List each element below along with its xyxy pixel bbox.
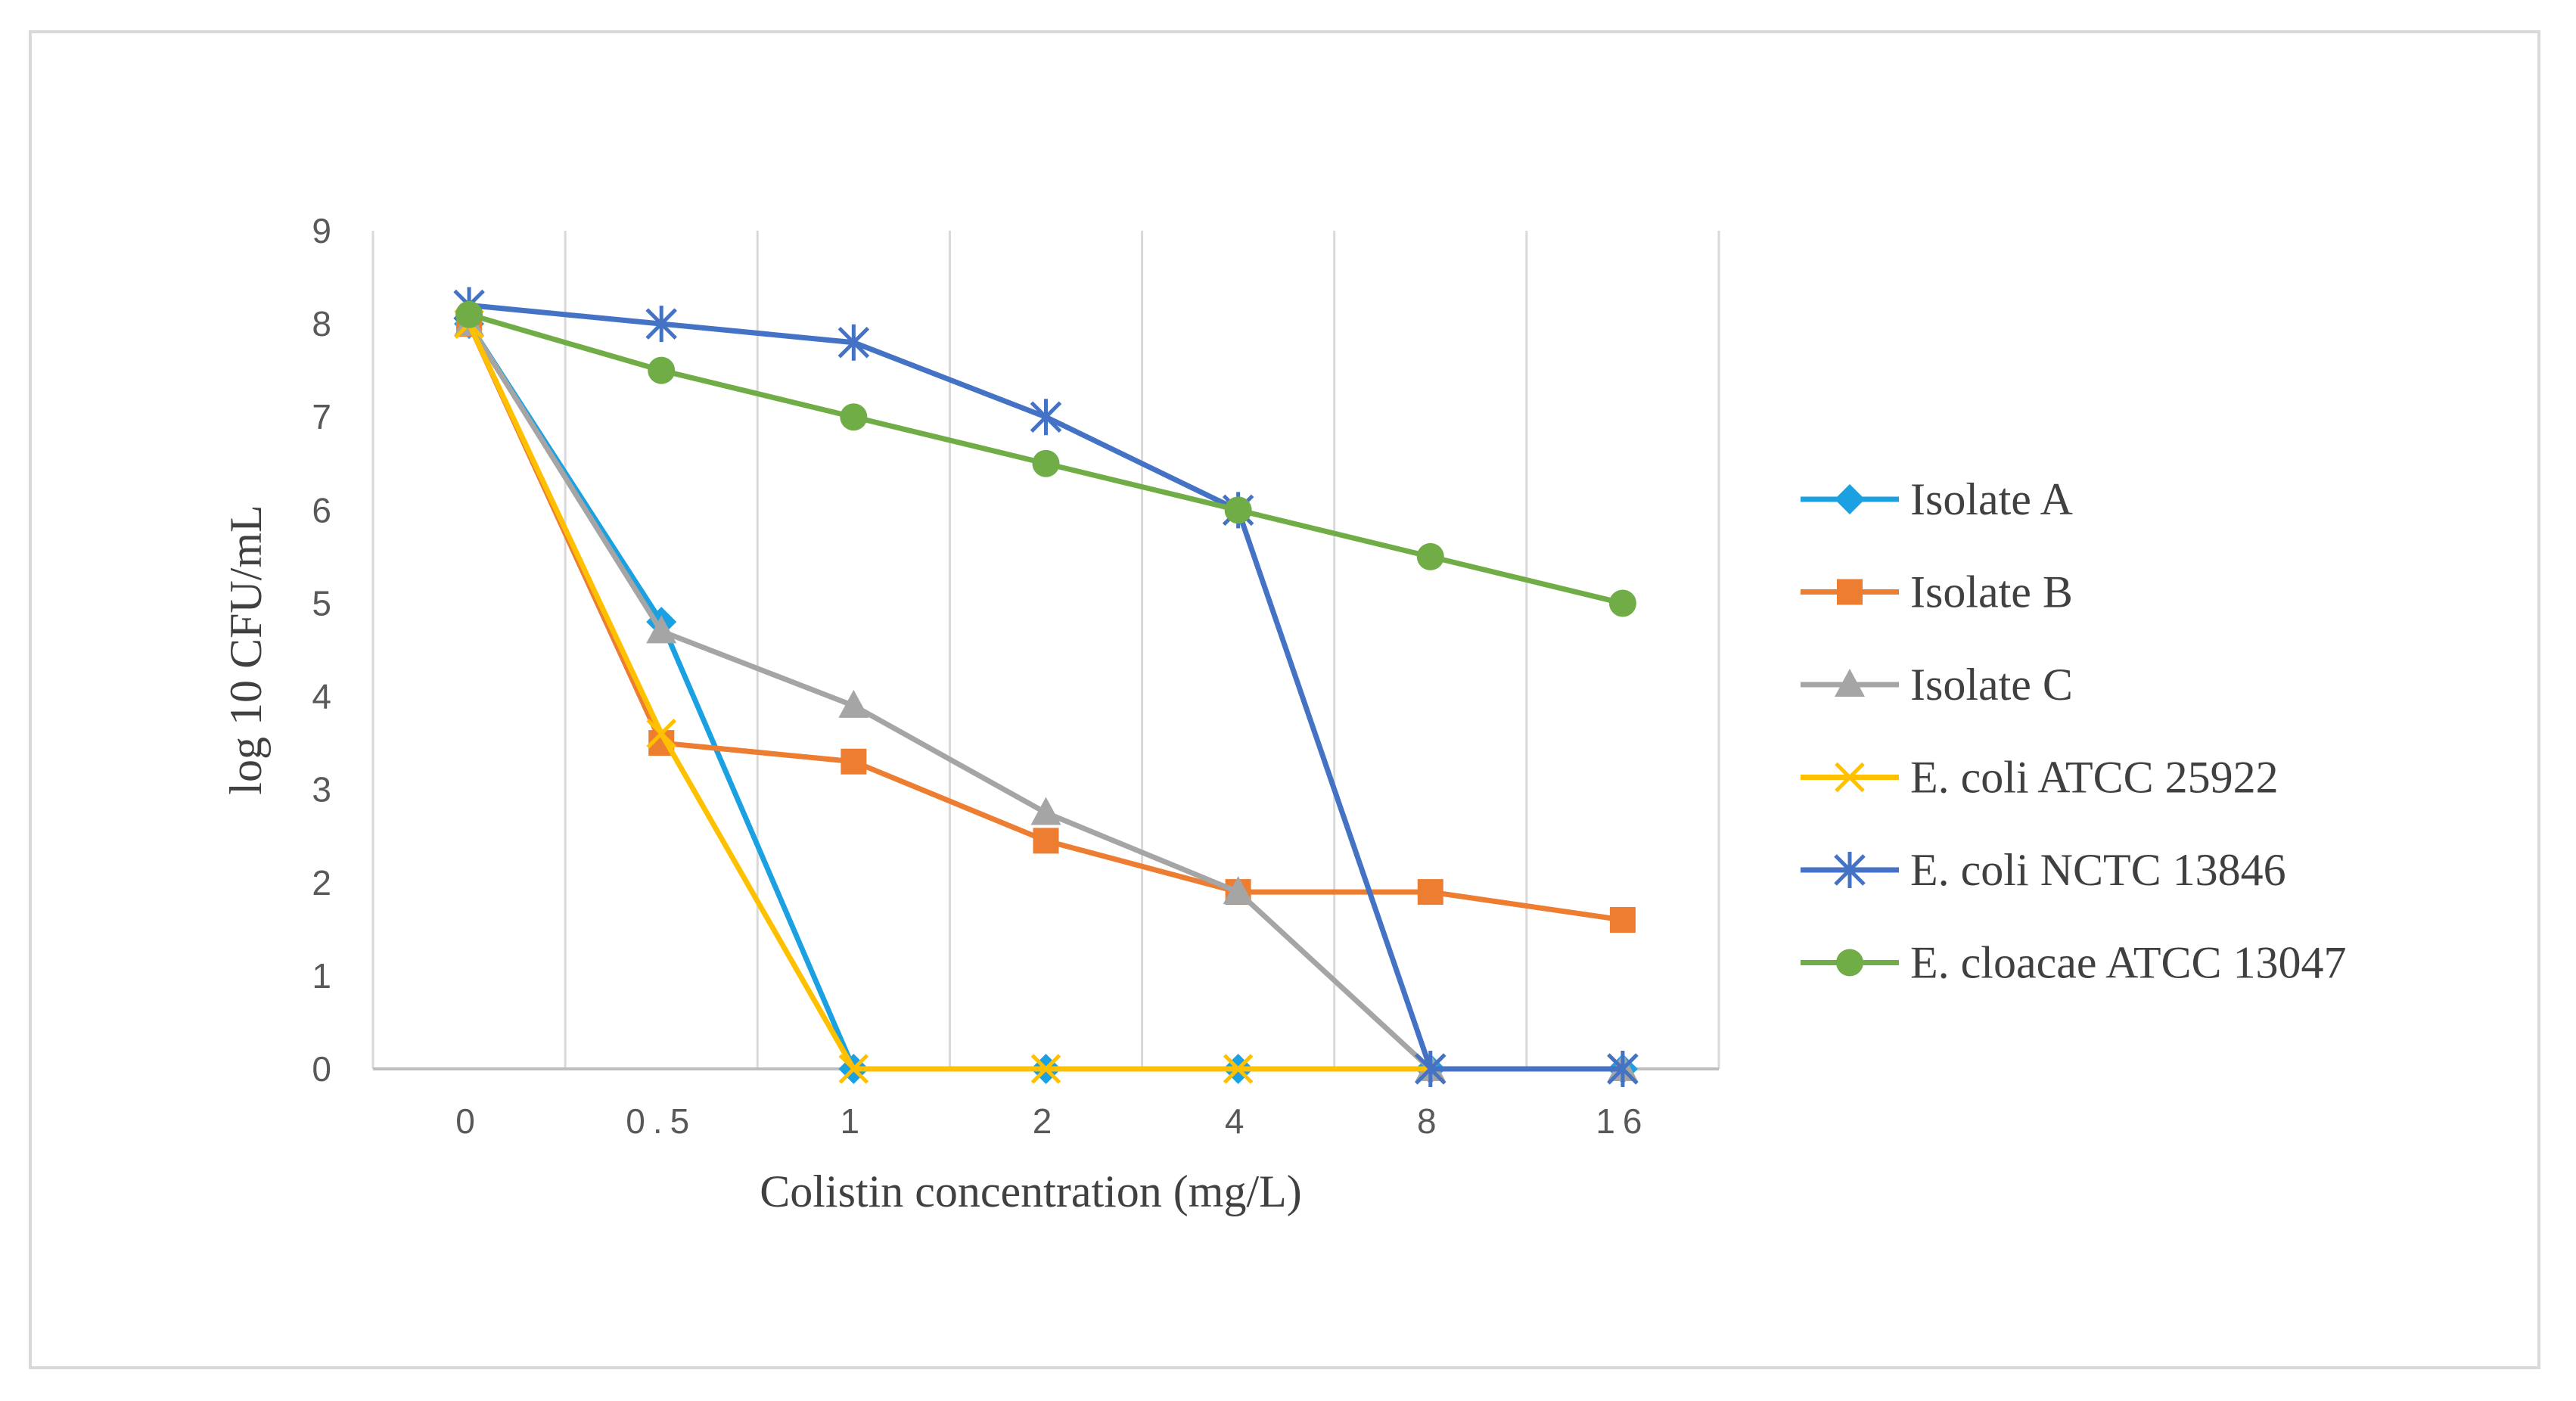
data-point xyxy=(837,324,870,361)
data-point xyxy=(648,356,676,384)
legend-label: Isolate A xyxy=(1910,474,2073,524)
data-point xyxy=(1415,1051,1446,1087)
data-point xyxy=(1223,1054,1254,1084)
legend-item: E. coli ATCC 25922 xyxy=(1801,753,2279,803)
data-point xyxy=(840,403,868,431)
data-point xyxy=(646,615,677,644)
legend-marker xyxy=(1835,669,1865,697)
series-e-coli-nctc-13846 xyxy=(453,287,1639,1087)
data-point xyxy=(1030,1054,1061,1084)
data-point xyxy=(1224,496,1252,524)
data-point xyxy=(1030,399,1062,436)
legend-label: E. coli NCTC 13846 xyxy=(1910,845,2286,895)
legend: Isolate A Isolate B Isolate C E. coli ATCC … xyxy=(1801,474,2347,988)
data-point xyxy=(838,689,869,718)
legend-marker xyxy=(1836,949,1863,977)
y-tick-label: 2 xyxy=(312,863,331,902)
gridlines xyxy=(371,231,1720,1069)
x-tick-label: 8 xyxy=(1417,1101,1444,1141)
data-point xyxy=(455,300,483,328)
y-tick-label: 8 xyxy=(312,304,331,343)
data-point xyxy=(1608,589,1636,617)
data-point xyxy=(841,748,867,775)
series-lines xyxy=(453,287,1639,1087)
data-point xyxy=(646,719,676,749)
y-tick-label: 4 xyxy=(312,677,331,716)
x-tick-label: 1 xyxy=(841,1101,868,1141)
y-tick-label: 0 xyxy=(312,1049,331,1089)
y-axis-title: log 10 CFU/mL xyxy=(221,505,271,794)
x-axis-title: Colistin concentration (mg/L) xyxy=(760,1166,1302,1216)
x-tick-label: 0 xyxy=(455,1101,483,1141)
legend-label: E. cloacae ATCC 13047 xyxy=(1910,938,2347,988)
y-tick-label: 3 xyxy=(312,770,331,809)
legend-label: Isolate B xyxy=(1910,567,2073,617)
x-tick-labels: 0 0.5 1 2 4 8 16 xyxy=(455,1101,1649,1141)
data-point xyxy=(1417,879,1443,906)
legend-marker xyxy=(1834,852,1866,888)
x-tick-label: 4 xyxy=(1225,1101,1252,1141)
x-tick-label: 2 xyxy=(1033,1101,1060,1141)
data-point xyxy=(1030,797,1061,825)
data-point xyxy=(1416,542,1444,570)
x-tick-label: 0.5 xyxy=(626,1101,697,1141)
legend-label: E. coli ATCC 25922 xyxy=(1910,753,2279,803)
y-tick-label: 5 xyxy=(312,583,331,623)
x-tick-label: 16 xyxy=(1596,1101,1649,1141)
data-point xyxy=(1032,449,1060,477)
legend-item: E. cloacae ATCC 13047 xyxy=(1801,938,2347,988)
legend-item: E. coli NCTC 13846 xyxy=(1801,845,2286,895)
data-point xyxy=(1033,828,1059,854)
y-tick-label: 7 xyxy=(312,397,331,436)
legend-item: Isolate B xyxy=(1801,567,2073,617)
data-point xyxy=(645,306,677,343)
y-tick-label: 1 xyxy=(312,956,331,996)
series-line xyxy=(466,322,1623,1072)
legend-item: Isolate A xyxy=(1801,474,2073,524)
data-point xyxy=(838,1054,869,1084)
data-point xyxy=(1609,907,1636,933)
y-tick-label: 6 xyxy=(312,490,331,530)
chart-frame xyxy=(29,30,2540,1369)
y-tick-labels: 0 1 2 3 4 5 6 7 8 9 xyxy=(312,211,331,1089)
legend-label: Isolate C xyxy=(1910,660,2073,710)
legend-marker xyxy=(1837,579,1863,605)
legend-marker xyxy=(1835,762,1865,793)
legend-marker xyxy=(1835,484,1865,514)
series-e-cloacae-atcc-13047 xyxy=(455,300,1636,617)
legend-item: Isolate C xyxy=(1801,660,2073,710)
y-tick-label: 9 xyxy=(312,211,331,250)
data-point xyxy=(1607,1051,1639,1087)
data-point xyxy=(1223,876,1254,905)
